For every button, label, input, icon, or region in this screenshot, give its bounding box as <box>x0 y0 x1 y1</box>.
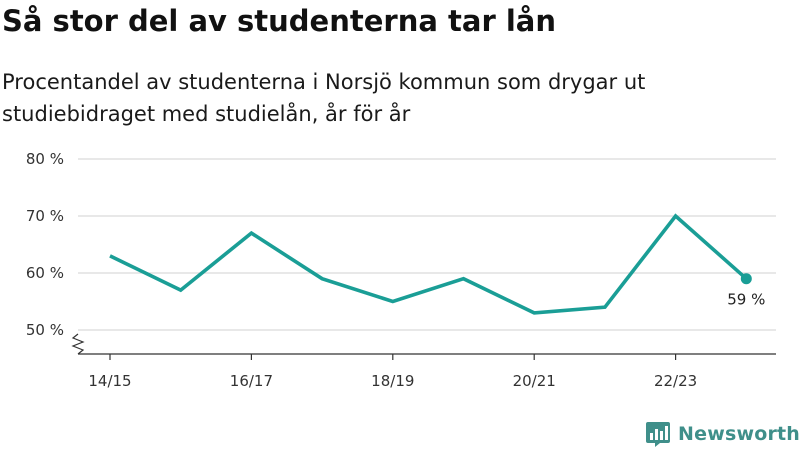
newsworthy-logo-text: Newsworthy <box>678 423 800 445</box>
series-line <box>109 213 748 315</box>
y-tick-label: 60 % <box>26 264 64 282</box>
y-tick-label: 50 % <box>26 321 64 339</box>
newsworthy-logo: Newsworthy <box>645 420 800 448</box>
y-tick-label: 70 % <box>26 207 64 225</box>
last-point-label: 59 % <box>727 291 765 309</box>
chart-subtitle: Procentandel av studenterna i Norsjö kom… <box>2 70 646 126</box>
x-tick-label: 22/23 <box>654 372 697 390</box>
newsworthy-logo-icon <box>646 422 670 447</box>
axis-break-icon <box>71 333 85 355</box>
last-point-marker <box>740 273 752 285</box>
x-tick-label: 20/21 <box>513 372 556 390</box>
x-tick-label: 16/17 <box>230 372 273 390</box>
y-tick-label: 80 % <box>26 150 64 168</box>
x-tick-label: 18/19 <box>371 372 414 390</box>
x-tick-label: 14/15 <box>88 372 131 390</box>
chart-title: Så stor del av studenterna tar lån <box>2 4 557 38</box>
